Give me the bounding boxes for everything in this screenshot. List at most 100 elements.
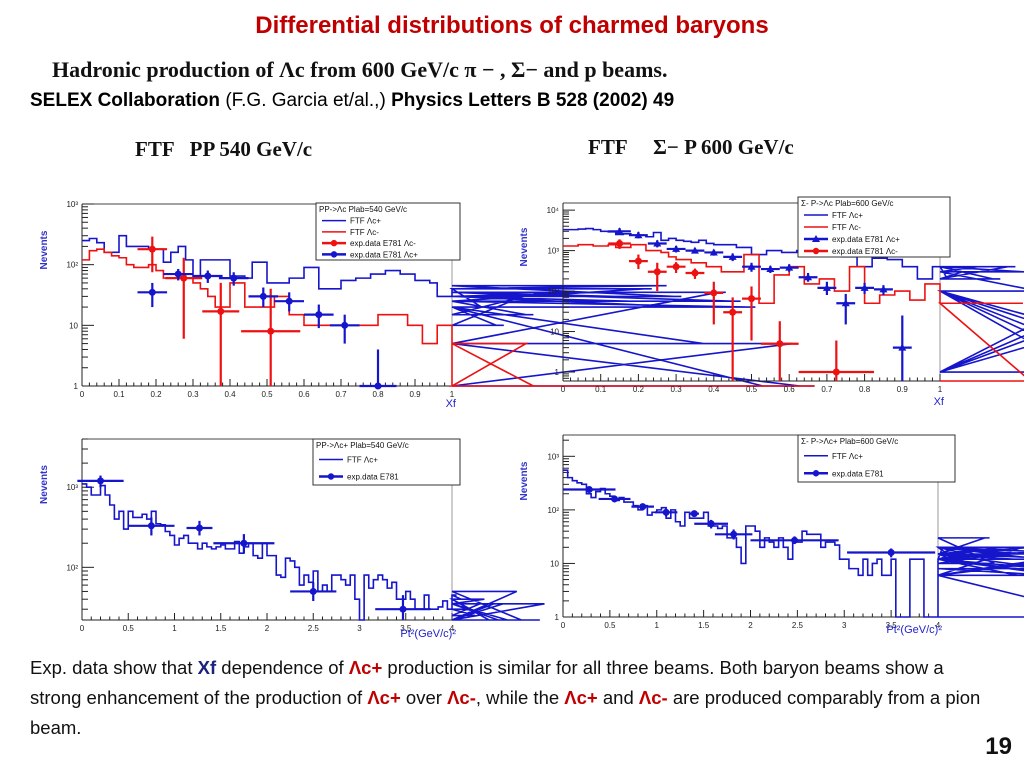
circle-marker xyxy=(585,486,593,494)
reference-line: SELEX Collaboration (F.G. Garcia et/al.,… xyxy=(30,90,674,112)
data-point xyxy=(186,520,213,536)
data-point xyxy=(704,281,724,325)
circle-marker xyxy=(791,536,799,544)
circle-marker xyxy=(309,587,317,595)
histogram-ftf-lc-minus xyxy=(82,248,815,387)
triangle-marker xyxy=(841,299,850,307)
triangle-marker xyxy=(728,252,737,260)
triangle-marker xyxy=(785,263,794,271)
x-tick-label: 1.5 xyxy=(215,624,227,633)
collaboration-name: SELEX Collaboration xyxy=(30,90,221,111)
data-point xyxy=(77,475,124,488)
conclusion-paragraph: Exp. data show that Xf dependence of Λc+… xyxy=(30,653,990,743)
data-point xyxy=(213,534,275,554)
data-point xyxy=(892,315,912,381)
text-seg: and xyxy=(597,687,639,708)
y-tick-label: 10³ xyxy=(66,483,78,492)
data-point xyxy=(723,252,743,262)
data-point xyxy=(563,486,616,494)
data-point xyxy=(750,536,839,545)
legend-marker xyxy=(330,239,338,247)
circle-marker xyxy=(148,245,156,253)
x-tick-label: 0 xyxy=(561,385,566,394)
y-axis-label: Nevents xyxy=(519,461,530,500)
y-tick-label: 10 xyxy=(550,328,559,337)
triangle-marker xyxy=(879,285,888,293)
histogram-ftf-lc-plus xyxy=(563,227,1024,373)
legend-entry: exp.data E781 xyxy=(347,473,399,482)
data-point xyxy=(375,595,431,620)
y-axis-label: Nevents xyxy=(39,465,50,504)
data-point xyxy=(666,244,686,253)
triangle-marker xyxy=(804,273,813,281)
circle-marker xyxy=(639,503,647,511)
x-tick-label: 0.8 xyxy=(372,390,384,399)
circle-marker xyxy=(267,327,275,335)
text-seg: , while the xyxy=(475,687,565,708)
x-tick-label: 3.5 xyxy=(400,624,412,633)
journal-citation: Physics Letters B 528 (2002) 49 xyxy=(391,90,675,111)
data-point xyxy=(798,272,818,282)
triangle-marker xyxy=(672,244,681,252)
x-tick-label: 0.7 xyxy=(335,390,347,399)
y-tick-label: 10² xyxy=(547,287,559,296)
slide-title: Differential distributions of charmed ba… xyxy=(255,12,769,39)
circle-marker xyxy=(653,268,661,276)
circle-marker xyxy=(776,340,784,348)
x-tick-label: 3.5 xyxy=(886,621,898,630)
x-axis-label: Xf xyxy=(934,396,945,408)
x-tick-label: 1 xyxy=(172,624,177,633)
x-tick-label: 2 xyxy=(265,624,270,633)
triangle-marker xyxy=(766,265,775,273)
x-tick-label: 0.1 xyxy=(113,390,125,399)
data-point xyxy=(704,248,724,256)
y-tick-label: 10³ xyxy=(547,247,559,256)
data-point xyxy=(874,285,893,295)
y-axis-label: Nevents xyxy=(519,227,530,266)
data-point xyxy=(631,503,654,511)
legend-marker xyxy=(330,251,338,258)
x-tick-label: 1 xyxy=(938,385,943,394)
text-seg: over xyxy=(400,687,448,708)
lambda-c-minus-highlight: Λc- xyxy=(447,687,476,708)
data-point xyxy=(847,548,936,558)
circle-marker xyxy=(707,520,715,528)
circle-marker xyxy=(611,495,619,503)
x-tick-label: 0.5 xyxy=(604,621,616,630)
plot-pp-pt2: 10² 10³ 0 0.5 1 1.5 2 2.5 3 3.5 4 Nevents Pt²(GeV/c)… xyxy=(30,425,545,650)
triangle-marker xyxy=(615,227,624,235)
y-tick-label: 10 xyxy=(69,321,78,330)
data-point xyxy=(193,270,223,283)
circle-marker xyxy=(97,477,104,485)
data-point xyxy=(855,282,875,294)
lambda-c-plus-highlight: Λc+ xyxy=(564,687,598,708)
y-axis-label: Nevents xyxy=(39,230,50,269)
data-point xyxy=(742,262,761,272)
y-tick-label: 10² xyxy=(66,261,78,270)
legend-entry: exp.data E781 Λc+ xyxy=(832,235,900,244)
circle-marker xyxy=(832,368,840,376)
data-point xyxy=(654,508,678,517)
plot-sigmap-pt2-svg: 1 10 10² 10³ 0 0.5 1 1.5 2 2.5 3 3.5 4 Nevents Pt²(GeV… xyxy=(519,434,1024,636)
data-point xyxy=(218,272,249,286)
circle-marker xyxy=(174,270,182,278)
data-point xyxy=(608,227,631,235)
histogram-ftf-lc-plus xyxy=(82,234,815,387)
xf-highlight: Xf xyxy=(197,657,217,678)
data-point xyxy=(359,349,397,390)
legend-title: PP->Λc+ Plab=540 GeV/c xyxy=(316,441,409,450)
x-tick-label: 0.3 xyxy=(187,390,199,399)
data-point xyxy=(248,287,279,308)
data-point xyxy=(647,239,667,248)
x-tick-label: 4 xyxy=(936,621,941,630)
data-point xyxy=(165,257,203,339)
x-tick-label: 2 xyxy=(748,621,753,630)
x-tick-label: 0 xyxy=(80,390,85,399)
text-seg: production is similar for all three beam… xyxy=(30,657,944,708)
circle-marker xyxy=(690,510,698,518)
lambda-c-plus-highlight: Λc+ xyxy=(367,687,401,708)
x-tick-label: 0.1 xyxy=(595,385,607,394)
data-point xyxy=(760,321,799,381)
data-point xyxy=(723,297,743,381)
